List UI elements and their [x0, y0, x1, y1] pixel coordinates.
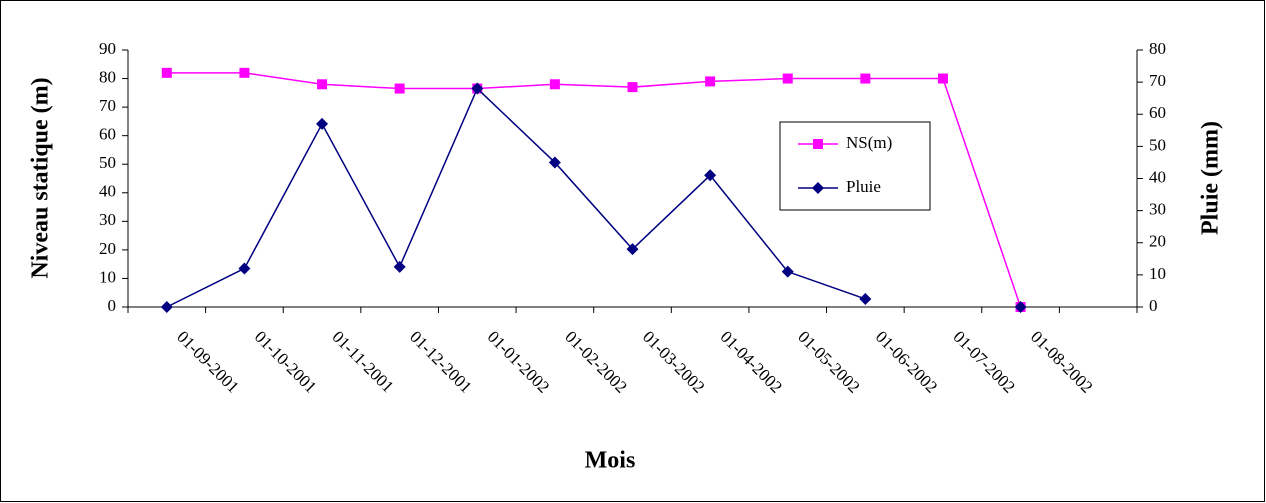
- series-line: [166, 72, 1022, 308]
- point: [704, 169, 717, 182]
- point: [860, 73, 871, 84]
- y2-tick-label: 30: [1149, 200, 1166, 219]
- point: [781, 265, 794, 278]
- y-tick-label: 30: [99, 210, 116, 229]
- point: [705, 76, 716, 87]
- y2-tick-label: 70: [1149, 71, 1166, 90]
- point: [161, 67, 172, 78]
- y2-tick-label: 50: [1149, 135, 1166, 154]
- y2-tick-label: 10: [1149, 264, 1166, 283]
- y2-tick-label: 60: [1149, 103, 1166, 122]
- point: [317, 79, 328, 90]
- point: [238, 262, 251, 275]
- point: [549, 79, 560, 90]
- point: [859, 292, 872, 305]
- legend-marker: [812, 182, 824, 194]
- point: [627, 82, 638, 93]
- y-axis-title: Niveau statique (m): [28, 77, 54, 278]
- y-tick-label: 10: [99, 267, 116, 286]
- y2-tick-label: 80: [1149, 39, 1166, 58]
- y-tick-label: 80: [99, 67, 116, 86]
- y-tick-label: 40: [99, 182, 116, 201]
- point: [394, 83, 405, 94]
- legend-marker: [813, 139, 823, 149]
- y-tick-label: 20: [99, 239, 116, 258]
- y-tick-label: 50: [99, 153, 116, 172]
- y2-axis-title: Pluie (mm): [1198, 121, 1224, 235]
- y-tick-label: 60: [99, 125, 116, 144]
- point: [548, 156, 561, 169]
- legend-box: [779, 121, 931, 211]
- y2-tick-label: 40: [1149, 167, 1166, 186]
- point: [239, 67, 250, 78]
- point: [471, 82, 484, 95]
- y-tick-label: 70: [99, 96, 116, 115]
- legend-label: NS(m): [846, 133, 892, 152]
- point: [160, 301, 173, 313]
- y-tick-label: 90: [99, 39, 116, 58]
- point: [782, 73, 793, 84]
- y2-tick-label: 20: [1149, 232, 1166, 251]
- point: [626, 243, 639, 256]
- point: [316, 117, 329, 130]
- point: [393, 260, 406, 273]
- x-axis-title: Mois: [585, 448, 636, 474]
- y-tick-label: 0: [108, 296, 117, 315]
- point: [1014, 301, 1027, 313]
- legend-label: Pluie: [846, 177, 881, 196]
- point: [937, 73, 948, 84]
- y2-tick-label: 0: [1149, 296, 1158, 315]
